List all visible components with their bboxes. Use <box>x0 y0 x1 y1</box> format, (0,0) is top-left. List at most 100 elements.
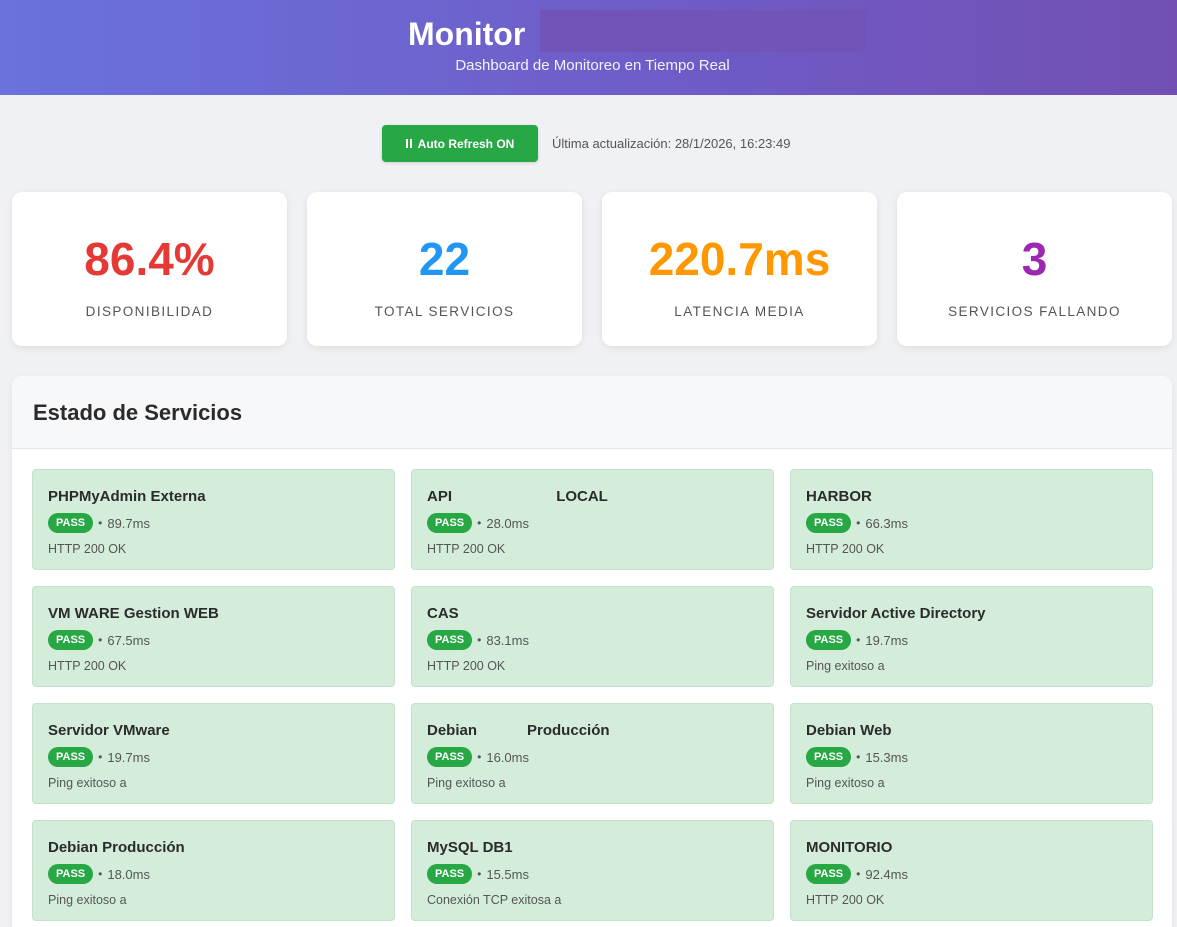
meta-separator: • <box>477 633 481 647</box>
service-name: Servidor VMware <box>48 722 394 740</box>
service-detail: Conexión TCP exitosa a <box>427 893 773 907</box>
service-card[interactable]: API LOCAL PASS • 28.0ms HTTP 200 OK <box>411 469 774 570</box>
controls-bar: Auto Refresh ON Última actualización: 28… <box>382 125 791 162</box>
service-name: Servidor Active Directory <box>806 605 1152 623</box>
status-badge: PASS <box>48 630 93 650</box>
service-latency: 16.0ms <box>486 750 529 765</box>
service-latency: 19.7ms <box>107 750 150 765</box>
service-meta: PASS • 15.5ms <box>427 864 773 884</box>
service-detail: Ping exitoso a <box>48 776 394 790</box>
meta-separator: • <box>856 750 860 764</box>
auto-refresh-label: Auto Refresh ON <box>418 137 515 151</box>
service-meta: PASS • 89.7ms <box>48 513 394 533</box>
meta-separator: • <box>477 867 481 881</box>
service-card[interactable]: PHPMyAdmin Externa PASS • 89.7ms HTTP 20… <box>32 469 395 570</box>
service-card[interactable]: HARBOR PASS • 66.3ms HTTP 200 OK <box>790 469 1153 570</box>
service-detail: HTTP 200 OK <box>427 542 773 556</box>
service-name: API LOCAL <box>427 488 773 506</box>
service-latency: 89.7ms <box>107 516 150 531</box>
service-name: Debian Producción <box>427 722 773 740</box>
stat-label: SERVICIOS FALLANDO <box>897 304 1172 319</box>
meta-separator: • <box>856 516 860 530</box>
services-panel: Estado de Servicios PHPMyAdmin Externa P… <box>12 376 1172 927</box>
service-name: PHPMyAdmin Externa <box>48 488 394 506</box>
service-detail: HTTP 200 OK <box>48 542 394 556</box>
stat-card-total-services: 22 TOTAL SERVICIOS <box>307 192 582 346</box>
services-panel-header: Estado de Servicios <box>12 376 1172 449</box>
stat-label: TOTAL SERVICIOS <box>307 304 582 319</box>
status-badge: PASS <box>48 513 93 533</box>
status-badge: PASS <box>427 864 472 884</box>
service-detail: HTTP 200 OK <box>806 893 1152 907</box>
service-latency: 67.5ms <box>107 633 150 648</box>
status-badge: PASS <box>806 513 851 533</box>
service-card[interactable]: MySQL DB1 PASS • 15.5ms Conexión TCP exi… <box>411 820 774 921</box>
status-badge: PASS <box>806 747 851 767</box>
stat-card-availability: 86.4% DISPONIBILIDAD <box>12 192 287 346</box>
meta-separator: • <box>98 867 102 881</box>
service-card[interactable]: MONITORIO PASS • 92.4ms HTTP 200 OK <box>790 820 1153 921</box>
stat-card-failing-services: 3 SERVICIOS FALLANDO <box>897 192 1172 346</box>
service-latency: 66.3ms <box>865 516 908 531</box>
service-detail: Ping exitoso a <box>806 659 1152 673</box>
meta-separator: • <box>856 633 860 647</box>
service-latency: 15.3ms <box>865 750 908 765</box>
pause-icon <box>406 139 412 149</box>
meta-separator: • <box>98 750 102 764</box>
service-name: MySQL DB1 <box>427 839 773 857</box>
stat-label: DISPONIBILIDAD <box>12 304 287 319</box>
stat-value: 3 <box>897 192 1172 282</box>
service-card[interactable]: Debian Web PASS • 15.3ms Ping exitoso a <box>790 703 1153 804</box>
stat-value: 86.4% <box>12 192 287 282</box>
service-meta: PASS • 16.0ms <box>427 747 773 767</box>
service-card[interactable]: Servidor VMware PASS • 19.7ms Ping exito… <box>32 703 395 804</box>
service-card[interactable]: VM WARE Gestion WEB PASS • 67.5ms HTTP 2… <box>32 586 395 687</box>
stat-label: LATENCIA MEDIA <box>602 304 877 319</box>
stat-value: 220.7ms <box>602 192 877 282</box>
service-name: Debian Web <box>806 722 1152 740</box>
service-name: Debian Producción <box>48 839 394 857</box>
service-meta: PASS • 92.4ms <box>806 864 1152 884</box>
service-card[interactable]: Servidor Active Directory PASS • 19.7ms … <box>790 586 1153 687</box>
service-name: HARBOR <box>806 488 1152 506</box>
service-detail: HTTP 200 OK <box>48 659 394 673</box>
service-meta: PASS • 66.3ms <box>806 513 1152 533</box>
service-meta: PASS • 67.5ms <box>48 630 394 650</box>
meta-separator: • <box>98 633 102 647</box>
stats-row: 86.4% DISPONIBILIDAD 22 TOTAL SERVICIOS … <box>12 192 1172 346</box>
service-card[interactable]: CAS PASS • 83.1ms HTTP 200 OK <box>411 586 774 687</box>
service-latency: 19.7ms <box>865 633 908 648</box>
auto-refresh-button[interactable]: Auto Refresh ON <box>382 125 538 162</box>
app-subtitle: Dashboard de Monitoreo en Tiempo Real <box>0 57 1177 74</box>
service-name: MONITORIO <box>806 839 1152 857</box>
service-card[interactable]: Debian Producción PASS • 18.0ms Ping exi… <box>32 820 395 921</box>
service-latency: 15.5ms <box>486 867 529 882</box>
service-meta: PASS • 28.0ms <box>427 513 773 533</box>
service-latency: 92.4ms <box>865 867 908 882</box>
service-meta: PASS • 19.7ms <box>806 630 1152 650</box>
status-badge: PASS <box>427 630 472 650</box>
status-badge: PASS <box>48 864 93 884</box>
service-detail: Ping exitoso a <box>806 776 1152 790</box>
meta-separator: • <box>856 867 860 881</box>
service-latency: 18.0ms <box>107 867 150 882</box>
redacted-region <box>540 10 866 52</box>
service-detail: HTTP 200 OK <box>427 659 773 673</box>
service-latency: 28.0ms <box>486 516 529 531</box>
status-badge: PASS <box>48 747 93 767</box>
service-detail: HTTP 200 OK <box>806 542 1152 556</box>
meta-separator: • <box>477 516 481 530</box>
services-grid: PHPMyAdmin Externa PASS • 89.7ms HTTP 20… <box>32 469 1153 921</box>
meta-separator: • <box>477 750 481 764</box>
service-card[interactable]: Debian Producción PASS • 16.0ms Ping exi… <box>411 703 774 804</box>
stat-card-avg-latency: 220.7ms LATENCIA MEDIA <box>602 192 877 346</box>
app-title: Monitor <box>408 16 525 53</box>
status-badge: PASS <box>806 864 851 884</box>
service-meta: PASS • 83.1ms <box>427 630 773 650</box>
status-badge: PASS <box>427 513 472 533</box>
status-badge: PASS <box>806 630 851 650</box>
last-update-text: Última actualización: 28/1/2026, 16:23:4… <box>552 136 791 151</box>
service-detail: Ping exitoso a <box>427 776 773 790</box>
service-latency: 83.1ms <box>486 633 529 648</box>
services-title: Estado de Servicios <box>33 400 1172 426</box>
